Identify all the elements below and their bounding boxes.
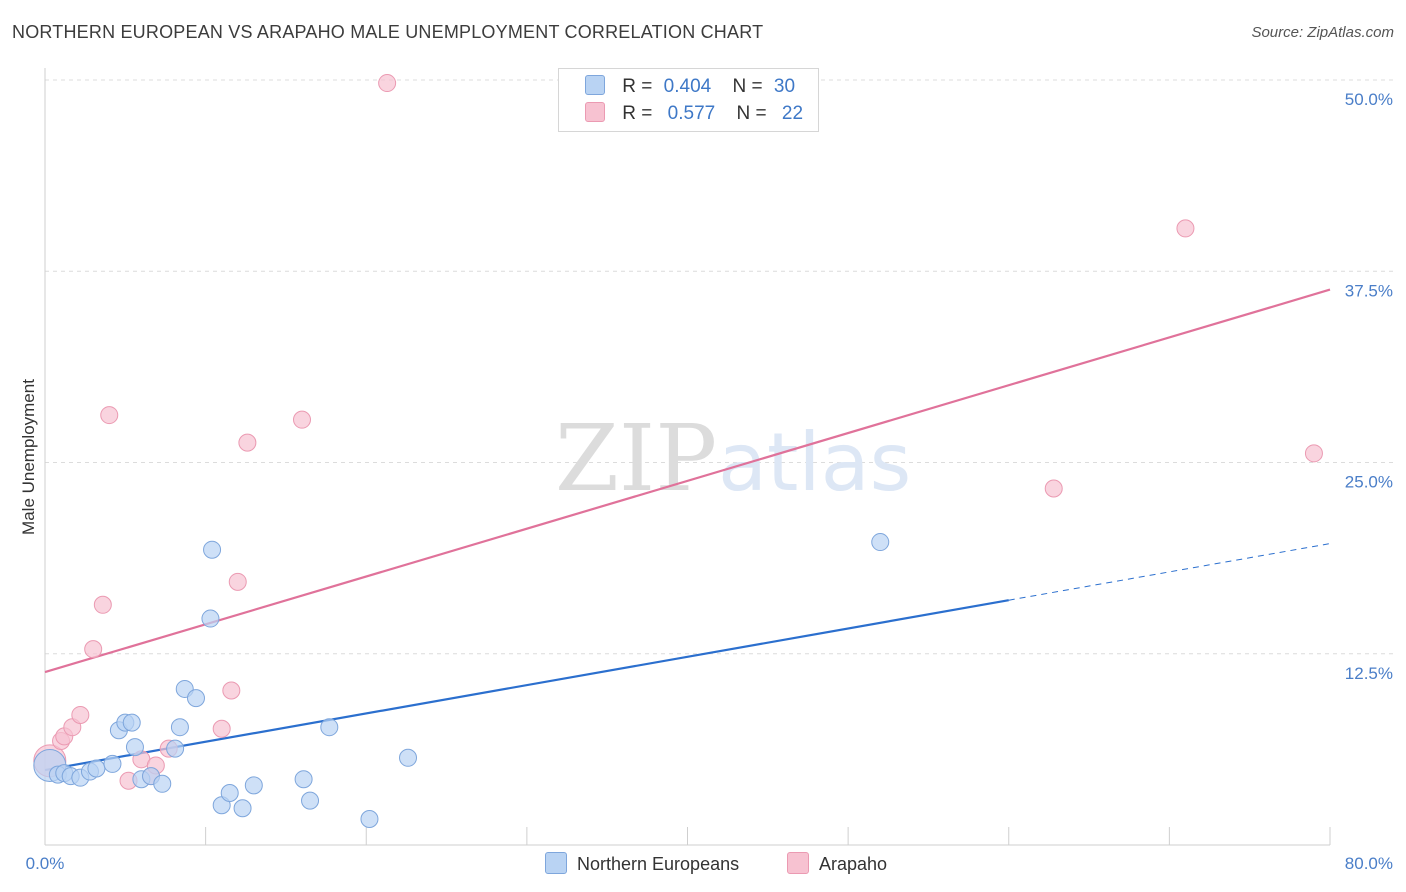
x-tick-label-max: 80.0%	[1345, 854, 1393, 873]
point-northern-europeans	[153, 774, 172, 793]
point-northern-europeans	[170, 718, 189, 737]
legend-swatch-pink	[585, 102, 605, 122]
point-arapaho	[238, 433, 257, 452]
legend-row-northern-europeans: R = 0.404 N = 30	[585, 75, 795, 98]
point-northern-europeans	[122, 713, 141, 732]
bottom-legend-northern-europeans: Northern Europeans	[545, 852, 739, 875]
y-tick-label: 25.0%	[1345, 473, 1393, 492]
point-northern-europeans	[103, 754, 122, 773]
point-arapaho	[1304, 444, 1323, 463]
bottom-legend-swatch-pink	[787, 852, 809, 874]
point-arapaho	[93, 595, 112, 614]
y-tick-label: 12.5%	[1345, 664, 1393, 683]
correlation-legend: R = 0.404 N = 30 R = 0.577 N = 22	[558, 68, 819, 132]
legend-r-label: R =	[622, 76, 653, 97]
trendline-arapaho	[44, 288, 1331, 674]
point-northern-europeans	[125, 738, 144, 757]
point-arapaho	[84, 640, 103, 659]
y-tick-label: 37.5%	[1345, 281, 1393, 300]
point-northern-europeans	[294, 770, 313, 789]
legend-n-label: N =	[732, 76, 763, 97]
bottom-legend-swatch-blue	[545, 852, 567, 874]
source-label: Source: ZipAtlas.com	[1251, 24, 1394, 41]
legend-n-value: 30	[773, 76, 796, 97]
axes	[44, 68, 1331, 846]
watermark: ZIP atlas	[555, 405, 911, 512]
point-arapaho	[222, 681, 241, 700]
point-arapaho	[378, 74, 397, 93]
point-northern-europeans	[201, 609, 220, 628]
chart-title: NORTHERN EUROPEAN VS ARAPAHO MALE UNEMPL…	[12, 22, 764, 42]
tick-labels: 12.5% 25.0% 37.5% 50.0% 0.0% 80.0%	[26, 90, 1393, 873]
point-arapaho	[228, 572, 247, 591]
point-northern-europeans	[233, 799, 252, 818]
point-northern-europeans	[399, 748, 418, 767]
bottom-legend-label: Northern Europeans	[577, 854, 740, 874]
trendline-northern-europeans	[44, 599, 1009, 772]
point-northern-europeans	[166, 739, 185, 758]
point-arapaho	[100, 406, 119, 425]
data-points	[33, 74, 1323, 828]
point-arapaho	[71, 705, 90, 724]
y-tick-label: 50.0%	[1345, 90, 1393, 109]
trendline-northern-europeans-extrapolated	[1008, 543, 1331, 601]
point-arapaho	[212, 719, 231, 738]
legend-n-label: N =	[736, 103, 767, 124]
point-northern-europeans	[244, 776, 263, 795]
point-northern-europeans	[301, 791, 320, 810]
point-arapaho	[293, 410, 311, 429]
bottom-legend-label: Arapaho	[819, 854, 888, 874]
point-arapaho	[1044, 479, 1063, 498]
legend-row-arapaho: R = 0.577 N = 22	[585, 102, 803, 125]
point-northern-europeans	[87, 759, 106, 778]
legend-r-label: R =	[622, 103, 653, 124]
watermark-zip: ZIP	[555, 405, 717, 512]
point-northern-europeans	[320, 718, 339, 737]
point-northern-europeans	[220, 783, 239, 802]
trendlines	[44, 288, 1331, 772]
point-northern-europeans	[186, 689, 205, 708]
legend-n-value: 22	[781, 103, 804, 124]
legend-r-value: 0.404	[663, 76, 712, 97]
x-tick-label-min: 0.0%	[26, 854, 65, 873]
legend-r-value: 0.577	[667, 103, 716, 124]
bottom-legend-arapaho: Arapaho	[787, 852, 887, 875]
point-northern-europeans	[871, 533, 890, 552]
point-northern-europeans	[203, 540, 222, 559]
point-northern-europeans	[360, 809, 379, 828]
legend-swatch-blue	[585, 75, 605, 95]
point-arapaho	[1176, 219, 1195, 238]
grid-lines	[45, 79, 1395, 655]
y-axis-label: Male Unemployment	[19, 379, 38, 535]
